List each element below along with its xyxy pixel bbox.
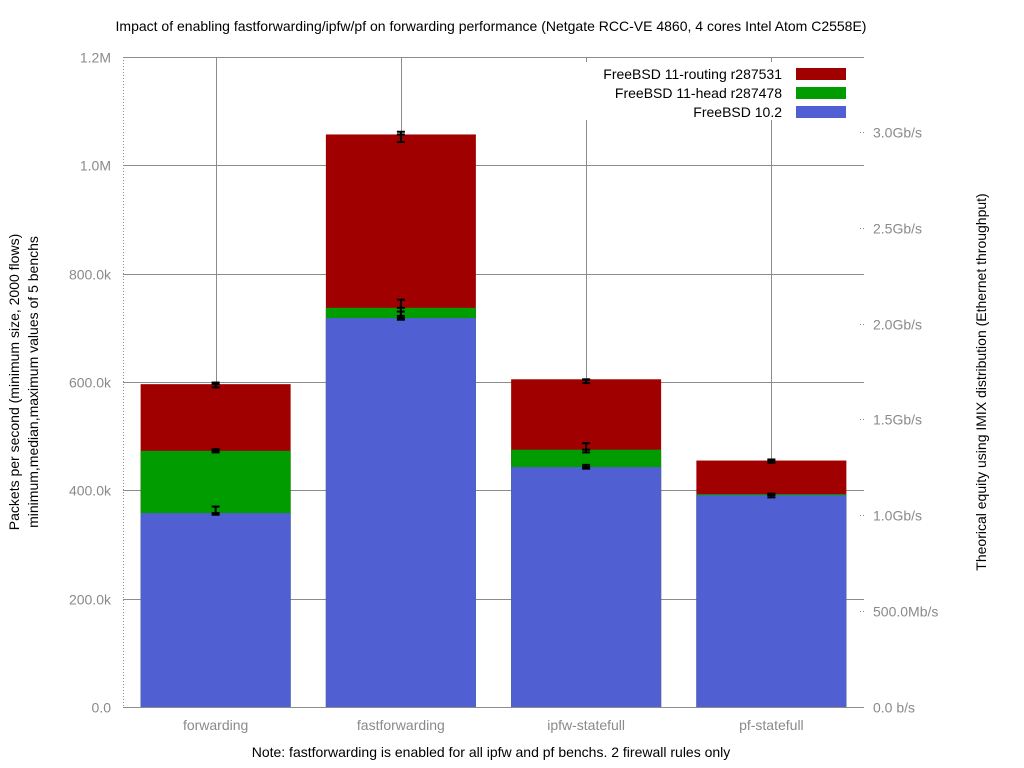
legend: FreeBSD 11-routing r287531 FreeBSD 11-hea… xyxy=(566,62,850,120)
y2-tick-label: 500.0Mb/s xyxy=(873,604,938,620)
bar xyxy=(140,513,291,707)
axes: 0.0 200.0k 400.0k 600.0k 800.0k 1.0M 1.2M forwa… xyxy=(69,50,938,734)
y-tick-label: 200.0k xyxy=(69,592,112,608)
y-tick-label: 0.0 xyxy=(92,700,112,716)
y-tick-label: 400.0k xyxy=(69,483,112,499)
y2-tick-label: 1.0Gb/s xyxy=(873,508,922,524)
y-tick-label: 800.0k xyxy=(69,267,112,283)
chart-note: Note: fastforwarding is enabled for all … xyxy=(252,744,731,760)
y2-tick-label: 3.0Gb/s xyxy=(873,125,922,141)
y2-axis-label: Theorical equity using IMIX distribution… xyxy=(973,193,989,570)
x-tick-label: ipfw-statefull xyxy=(547,717,625,733)
y2-tick-label: 2.5Gb/s xyxy=(873,221,922,237)
legend-label: FreeBSD 11-head r287478 xyxy=(615,85,782,101)
bars xyxy=(140,134,847,708)
y-tick-label: 1.2M xyxy=(80,50,111,66)
y2-tick-label: 1.5Gb/s xyxy=(873,412,922,428)
bar xyxy=(511,467,662,707)
x-tick-label: pf-statefull xyxy=(739,717,804,733)
legend-swatch xyxy=(796,87,846,99)
legend-swatch xyxy=(796,106,846,118)
y-axis-label-line1: Packets per second (minimum size, 2000 f… xyxy=(6,234,22,530)
bar xyxy=(325,318,476,707)
y-tick-label: 1.0M xyxy=(80,158,111,174)
y-axis-label-line2: minimum,median,maximum values of 5 bench… xyxy=(25,236,41,528)
error-bars xyxy=(211,130,776,516)
legend-label: FreeBSD 11-routing r287531 xyxy=(603,66,782,82)
chart-title: Impact of enabling fastforwarding/ipfw/p… xyxy=(116,18,867,34)
x-tick-label: forwarding xyxy=(183,717,248,733)
y2-tick-label: 0.0 b/s xyxy=(873,700,915,716)
bar xyxy=(696,495,847,707)
legend-label: FreeBSD 10.2 xyxy=(693,104,782,120)
y-tick-label: 600.0k xyxy=(69,375,112,391)
y2-tick-label: 2.0Gb/s xyxy=(873,317,922,333)
x-tick-label: fastforwarding xyxy=(357,717,445,733)
legend-swatch xyxy=(796,68,846,80)
